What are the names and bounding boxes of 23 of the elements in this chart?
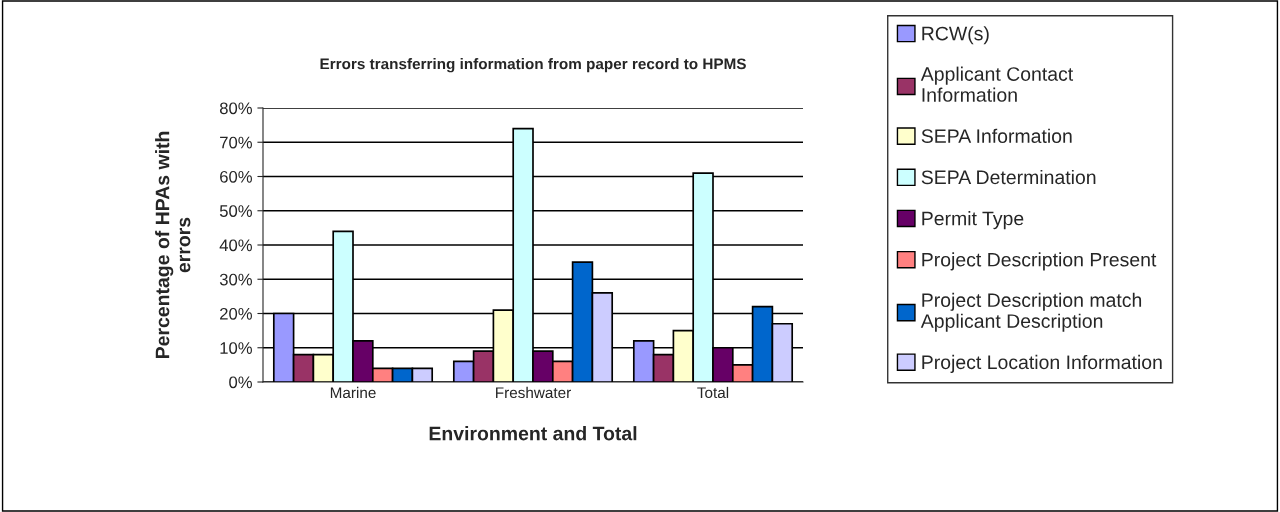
legend-label: Project Location Information	[922, 354, 1162, 373]
x-axis-title: Environment and Total	[429, 426, 637, 441]
legend-label: Project Description match Applicant Description	[920, 292, 1142, 332]
x-tick-label: Freshwater	[496, 386, 571, 399]
y-tick-label: 20%	[220, 307, 252, 320]
x-tick-label: Total	[697, 386, 729, 399]
legend-label: Permit Type	[922, 211, 1024, 230]
y-tick-label: 70%	[220, 136, 252, 149]
y-tick-label: 30%	[219, 273, 252, 286]
y-tick-label: 80%	[219, 102, 252, 115]
legend-label: SEPA Determination	[921, 169, 1096, 185]
legend-label: Project Description Present	[922, 252, 1157, 271]
chart-title: Errors transferring information from paper record to HPMS	[320, 58, 746, 73]
y-tick-label: 50%	[219, 205, 252, 217]
y-tick-label: 40%	[219, 239, 252, 252]
legend-label: SEPA Information	[921, 128, 1072, 144]
legend-label: RCW(s)	[922, 26, 989, 45]
legend-label: Applicant Contact Information	[920, 66, 1074, 102]
y-axis-title: Percentage of HPAs with errors	[155, 131, 191, 359]
x-tick-label: Marine	[330, 386, 376, 399]
y-tick-label: 60%	[220, 170, 252, 183]
y-tick-label: 0%	[229, 376, 252, 389]
y-tick-label: 10%	[220, 342, 252, 354]
